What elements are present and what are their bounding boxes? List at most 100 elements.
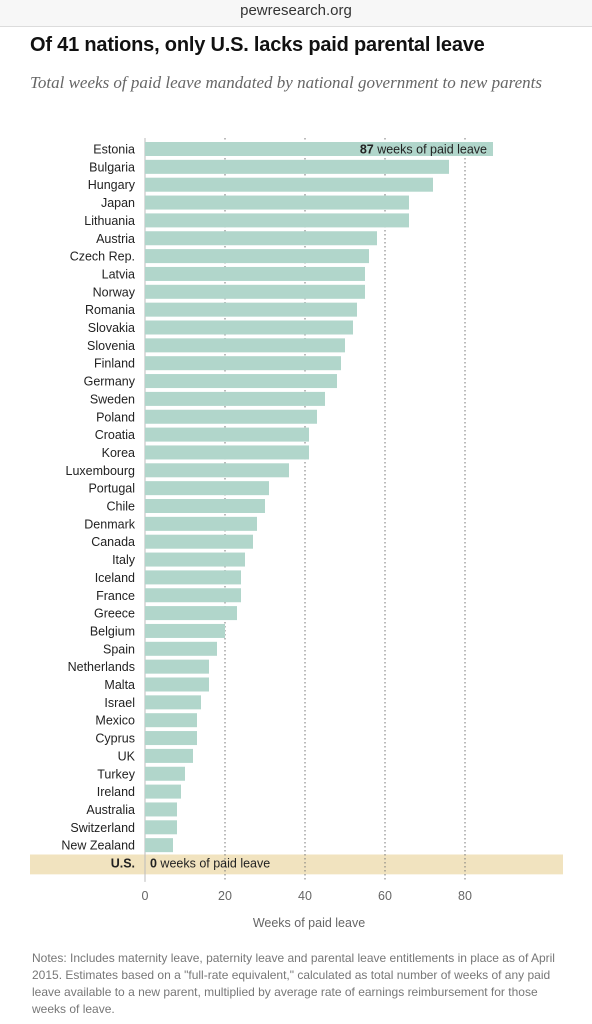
bar-poland <box>145 409 317 424</box>
category-label: Greece <box>94 607 135 621</box>
bar-israel <box>145 695 201 710</box>
bar-finland <box>145 356 341 371</box>
bar-iceland <box>145 570 241 585</box>
bar-sweden <box>145 391 325 406</box>
category-label: Austria <box>96 232 135 246</box>
category-label: Japan <box>101 196 135 210</box>
category-label: Mexico <box>95 714 135 728</box>
data-label-estonia: 87 weeks of paid leave <box>360 143 487 157</box>
category-label: Israel <box>104 696 135 710</box>
category-label: Canada <box>91 535 135 549</box>
category-label: Norway <box>93 285 136 299</box>
category-label: Latvia <box>102 267 135 281</box>
bar-netherlands <box>145 659 209 674</box>
bar-chart: Estonia Bulgaria Hungary Japan Lithuania Aust… <box>30 138 563 930</box>
browser-url-bar[interactable]: pewresearch.org <box>0 0 592 27</box>
bar-australia <box>145 802 177 817</box>
highlight-band <box>30 854 563 875</box>
bar-germany <box>145 374 337 389</box>
bar-cyprus <box>145 731 197 746</box>
category-label: Portugal <box>88 482 135 496</box>
bar-lithuania <box>145 213 409 228</box>
bar-luxembourg <box>145 463 289 478</box>
bar-greece <box>145 606 237 621</box>
category-label: Hungary <box>88 178 136 192</box>
bar-switzerland <box>145 820 177 835</box>
bar-spain <box>145 641 217 656</box>
category-label: Denmark <box>84 517 135 531</box>
x-tick-label: 20 <box>218 889 232 903</box>
chart-notes: Notes: Includes maternity leave, paterni… <box>32 951 555 1016</box>
bar-hungary <box>145 177 433 192</box>
category-label: France <box>96 589 135 603</box>
x-tick-label: 40 <box>298 889 312 903</box>
bar-czech-rep- <box>145 249 369 264</box>
x-tick-label: 60 <box>378 889 392 903</box>
data-label-value: 87 <box>360 143 374 157</box>
x-axis-title: Weeks of paid leave <box>253 916 365 930</box>
category-label: Korea <box>102 446 135 460</box>
category-label: Germany <box>84 375 136 389</box>
bar-norway <box>145 284 365 299</box>
category-label: Lithuania <box>84 214 135 228</box>
bar-italy <box>145 552 245 567</box>
data-label-text: weeks of paid leave <box>157 857 270 871</box>
bar-mexico <box>145 713 197 728</box>
category-label: Belgium <box>90 624 135 638</box>
bar-belgium <box>145 623 225 638</box>
bar-estonia <box>145 142 493 156</box>
category-label: Bulgaria <box>89 160 135 174</box>
category-label: Ireland <box>97 785 135 799</box>
bar-slovakia <box>145 320 353 335</box>
chart-title: Of 41 nations, only U.S. lacks paid pare… <box>30 34 485 56</box>
bar-bulgaria <box>145 159 449 174</box>
category-label: Sweden <box>90 392 135 406</box>
x-tick-label: 80 <box>458 889 472 903</box>
bar-france <box>145 588 241 603</box>
bar-denmark <box>145 516 257 531</box>
category-label: Iceland <box>95 571 135 585</box>
category-label: Slovenia <box>87 339 135 353</box>
bar-latvia <box>145 266 365 281</box>
category-label: Turkey <box>97 767 135 781</box>
bar-austria <box>145 231 377 246</box>
bar-croatia <box>145 427 309 442</box>
category-label: Croatia <box>95 428 135 442</box>
category-label: UK <box>118 749 136 763</box>
category-label: Czech Rep. <box>70 250 135 264</box>
bar-turkey <box>145 766 185 781</box>
bar-ireland <box>145 784 181 799</box>
bar-canada <box>145 534 253 549</box>
category-label: Chile <box>107 500 136 514</box>
category-label: Spain <box>103 642 135 656</box>
category-label: New Zealand <box>61 839 135 853</box>
category-label: Cyprus <box>95 732 135 746</box>
bar-romania <box>145 302 357 317</box>
bar-slovenia <box>145 338 345 353</box>
chart-subtitle: Total weeks of paid leave mandated by na… <box>30 73 542 92</box>
bar-uk <box>145 748 193 763</box>
data-label-u-s-: 0 weeks of paid leave <box>150 857 270 871</box>
category-label: Australia <box>86 803 135 817</box>
data-label-value: 0 <box>150 857 157 871</box>
category-label: Finland <box>94 357 135 371</box>
data-label-text: weeks of paid leave <box>374 143 487 157</box>
bar-japan <box>145 195 409 210</box>
category-label: Switzerland <box>70 821 135 835</box>
category-label: Romania <box>85 303 135 317</box>
bar-new-zealand <box>145 838 173 853</box>
category-label: Netherlands <box>68 660 135 674</box>
url-text: pewresearch.org <box>240 2 352 19</box>
bar-portugal <box>145 481 269 496</box>
category-label: Luxembourg <box>66 464 136 478</box>
bar-korea <box>145 445 309 460</box>
category-label: Slovakia <box>88 321 135 335</box>
category-label: Poland <box>96 410 135 424</box>
bar-malta <box>145 677 209 692</box>
category-label: Estonia <box>93 143 135 157</box>
category-label: Italy <box>112 553 136 567</box>
category-label: Malta <box>104 678 135 692</box>
x-tick-label: 0 <box>142 889 149 903</box>
category-label: U.S. <box>111 857 135 871</box>
bar-chile <box>145 499 265 513</box>
